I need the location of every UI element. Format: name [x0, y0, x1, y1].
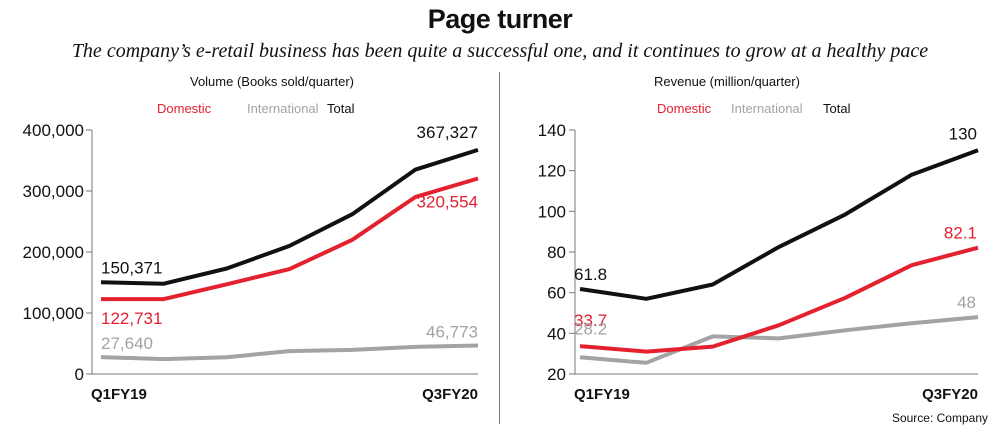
y-tick-label: 80 [547, 243, 566, 262]
legend-total: Total [823, 101, 851, 116]
y-tick-label: 120 [538, 162, 566, 181]
revenue-chart: Revenue (million/quarter) Domestic Interna… [538, 74, 979, 403]
data-label-total: 150,371 [101, 258, 162, 277]
data-label-international: 28.2 [574, 319, 607, 338]
data-label-international: 27,640 [101, 334, 153, 353]
page-title: Page turner [427, 4, 573, 34]
legend-international: International [247, 101, 319, 116]
data-label-total: 367,327 [417, 123, 478, 142]
volume-chart: Volume (Books sold/quarter) Domestic Inter… [23, 74, 479, 403]
legend-domestic: Domestic [157, 101, 212, 116]
series-line-international [100, 343, 479, 362]
x-tick-label: Q3FY20 [422, 386, 478, 403]
data-label-total: 61.8 [574, 265, 607, 284]
x-tick-label: Q1FY19 [91, 386, 147, 403]
y-tick-label: 100,000 [23, 304, 84, 323]
legend-total: Total [327, 101, 355, 116]
page-subtitle: The company’s e-retail business has been… [71, 40, 929, 62]
data-label-domestic: 82.1 [944, 224, 977, 243]
y-tick-label: 20 [547, 365, 566, 384]
legend-domestic: Domestic [657, 101, 712, 116]
y-tick-label: 100 [538, 202, 566, 221]
y-tick-label: 60 [547, 284, 566, 303]
y-tick-label: 400,000 [23, 121, 84, 140]
y-tick-label: 0 [75, 365, 84, 384]
x-tick-label: Q1FY19 [574, 386, 630, 403]
y-tick-label: 40 [547, 324, 566, 343]
source-note: Source: Company [891, 411, 988, 425]
legend-international: International [731, 101, 803, 116]
y-tick-label: 140 [538, 121, 566, 140]
data-label-international: 46,773 [426, 322, 478, 341]
series-line-domestic [101, 176, 479, 302]
chart-title: Revenue (million/quarter) [654, 74, 800, 89]
chart-title: Volume (Books sold/quarter) [190, 74, 354, 89]
data-label-international: 48 [957, 293, 976, 312]
data-label-total: 130 [949, 124, 977, 143]
y-tick-label: 300,000 [23, 182, 84, 201]
data-label-domestic: 33.7 [574, 311, 607, 330]
panel-divider [499, 72, 500, 424]
y-tick-label: 200,000 [23, 243, 84, 262]
x-tick-label: Q3FY20 [922, 386, 978, 403]
data-label-domestic: 320,554 [417, 192, 478, 211]
series-line-total [100, 147, 479, 286]
data-label-domestic: 122,731 [101, 309, 162, 328]
series-line-domestic [579, 245, 979, 354]
series-line-international [579, 315, 979, 365]
series-line-total [579, 148, 979, 301]
